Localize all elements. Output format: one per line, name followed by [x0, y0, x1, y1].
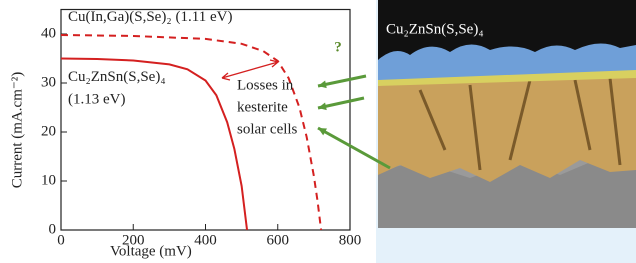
annotation-line: Losses in [237, 77, 294, 93]
annotation-line: solar cells [237, 121, 298, 137]
question-mark: ? [334, 39, 342, 55]
y-tick-label: 40 [41, 25, 56, 41]
x-tick-label: 600 [267, 232, 290, 248]
y-axis-title: Current (mA.cm⁻²) [9, 72, 25, 189]
x-tick-label: 400 [194, 232, 217, 248]
absorber-layer [378, 70, 636, 182]
image-label: Cu₂ZnSn(S,Se)₄ [386, 21, 484, 37]
y-tick-label: 10 [41, 172, 56, 188]
x-tick-label: 0 [57, 232, 65, 248]
series-label: Cu(In,Ga)(S,Se)₂(1.11 eV) [68, 9, 232, 25]
y-tick-label: 0 [49, 221, 57, 237]
x-tick-label: 800 [339, 232, 362, 248]
x-tick-label: 200 [122, 232, 145, 248]
series-name: Cu(In,Ga)(S,Se)₂ [68, 9, 172, 25]
series-label: Cu₂ZnSn(S,Se)₄ [68, 69, 166, 85]
y-tick-label: 30 [41, 74, 56, 90]
annotation-line: kesterite [237, 99, 288, 115]
series-name: Cu₂ZnSn(S,Se)₄ [68, 69, 166, 85]
series-bandgap: (1.11 eV) [176, 9, 233, 25]
series-bandgap: (1.13 eV) [68, 91, 125, 107]
figure: Voltage (mV) Current (mA.cm⁻²) ? Cu₂ZnSn… [0, 0, 636, 263]
y-tick-label: 20 [41, 123, 56, 139]
